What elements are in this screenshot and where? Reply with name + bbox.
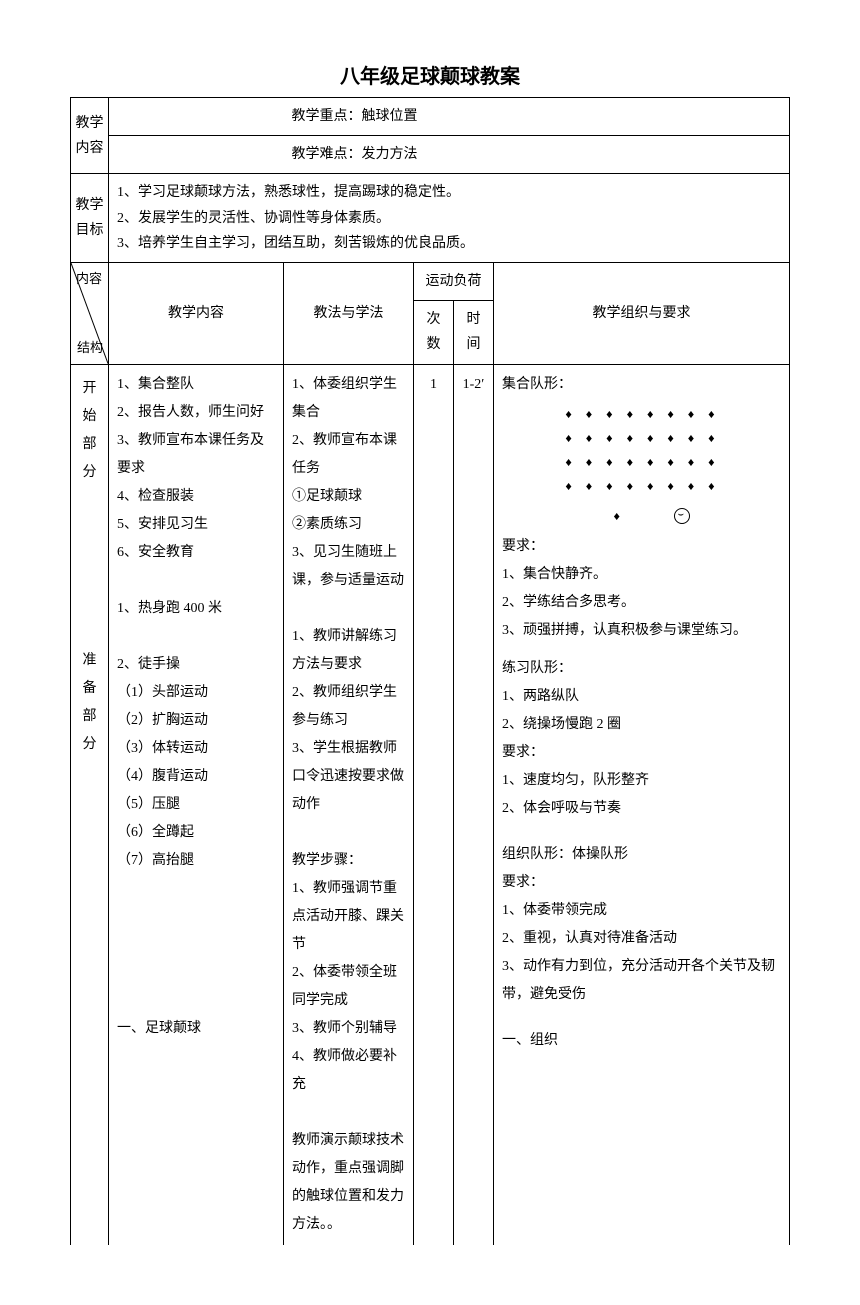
hdr-load: 运动负荷	[414, 262, 494, 300]
label-content: 教学 内容	[71, 98, 109, 174]
lesson-table: 教学 内容 教学重点：触球位置 教学难点：发力方法 教学 目标 1、学习足球颠球…	[70, 97, 790, 1245]
page-title: 八年级足球颠球教案	[70, 60, 790, 89]
smiley-icon: ⌣	[674, 508, 690, 524]
blank-cell	[109, 136, 284, 174]
org-content: 集合队形： ♦ ♦ ♦ ♦ ♦ ♦ ♦ ♦ ♦ ♦ ♦ ♦ ♦ ♦ ♦ ♦ ♦ …	[494, 364, 790, 1245]
hdr-method: 教法与学法	[284, 262, 414, 364]
section-start: 开 始 部 分 准 备 部 分	[71, 364, 109, 1245]
times-content: 1	[414, 364, 454, 1245]
formation-diagram: ♦ ♦ ♦ ♦ ♦ ♦ ♦ ♦ ♦ ♦ ♦ ♦ ♦ ♦ ♦ ♦ ♦ ♦ ♦ ♦ …	[502, 403, 781, 529]
hdr-content: 教学内容	[109, 262, 284, 364]
duration-content: 1-2′	[454, 364, 494, 1245]
method-content: 1、体委组织学生集合 2、教师宣布本课任务 ①足球颠球 ②素质练习 3、见习生随…	[284, 364, 414, 1245]
hdr-org: 教学组织与要求	[494, 262, 790, 364]
hdr-times: 次数	[414, 301, 454, 364]
difficulty: 教学难点：发力方法	[284, 136, 790, 174]
teach-content: 1、集合整队 2、报告人数，师生问好 3、教师宣布本课任务及要求 4、检查服装 …	[109, 364, 284, 1245]
key-point: 教学重点：触球位置	[284, 98, 790, 136]
blank-cell	[109, 98, 284, 136]
goals-content: 1、学习足球颠球方法，熟悉球性，提高踢球的稳定性。 2、发展学生的灵活性、协调性…	[109, 174, 790, 263]
label-goals: 教学 目标	[71, 174, 109, 263]
hdr-duration: 时间	[454, 301, 494, 364]
diagonal-header: 内容 结构	[71, 262, 109, 364]
